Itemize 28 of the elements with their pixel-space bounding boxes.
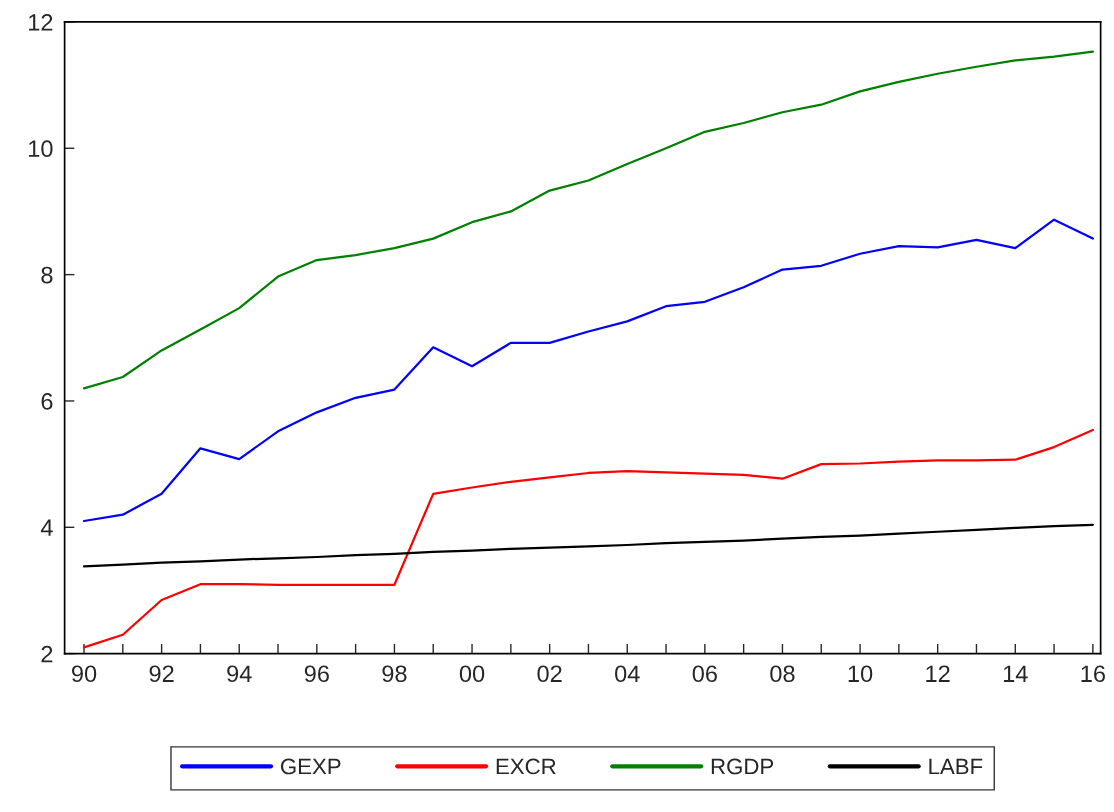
line-series: [82, 523, 1094, 568]
x-tick-label: 16: [1081, 665, 1105, 683]
x-tick-label: 04: [615, 665, 640, 683]
legend-label: EXCR: [496, 758, 556, 775]
line-series: [82, 428, 1094, 649]
y-tick-label: 4: [40, 519, 53, 536]
line-series: [82, 218, 1094, 523]
y-tick-label: 12: [29, 13, 53, 31]
line-series: [82, 50, 1094, 390]
y-tick-label: 6: [41, 393, 53, 410]
y-tick-label: 8: [41, 266, 53, 284]
x-tick-label: 00: [459, 665, 485, 683]
legend-label: RGDP: [711, 758, 774, 775]
x-tick-label: 94: [227, 665, 252, 683]
y-tick-label: 2: [41, 645, 53, 663]
legend-label: GEXP: [280, 758, 341, 775]
legend-label: LABF: [929, 758, 983, 775]
y-tick-label: 10: [29, 140, 53, 158]
x-tick-label: 08: [770, 665, 795, 683]
x-tick-label: 10: [848, 665, 873, 683]
x-tick-label: 98: [382, 665, 407, 683]
x-tick-label: 96: [304, 665, 329, 683]
x-tick-label: 02: [537, 665, 562, 683]
x-tick-label: 90: [71, 665, 97, 683]
x-tick-label: 92: [149, 665, 174, 683]
x-tick-label: 14: [1003, 665, 1028, 682]
x-tick-label: 12: [926, 665, 950, 682]
x-tick-label: 06: [692, 665, 717, 683]
